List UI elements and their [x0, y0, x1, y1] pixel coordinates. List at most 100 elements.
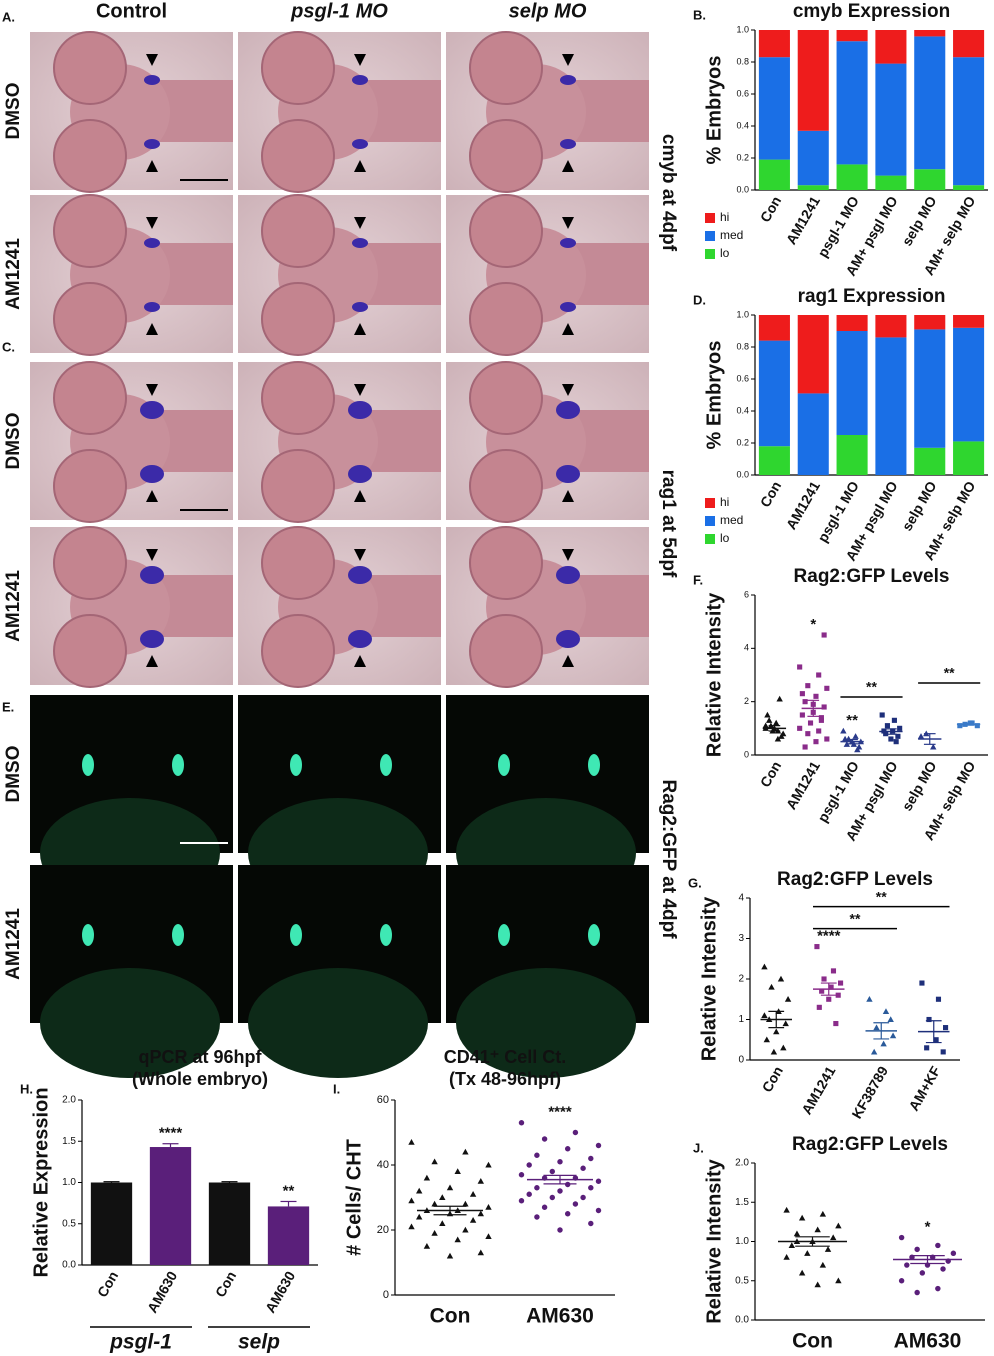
y-axis-label: Relative Intensity [703, 592, 725, 757]
bar-segment [758, 446, 790, 475]
data-point [821, 976, 827, 982]
stain [140, 401, 164, 419]
data-point [824, 685, 830, 691]
y-tick-label: 1 [738, 1014, 744, 1025]
data-point [833, 1020, 839, 1027]
arrowhead [354, 160, 366, 172]
stain [348, 566, 372, 584]
group-label: psgl-1 [109, 1331, 172, 1354]
data-point [828, 984, 834, 990]
arrowhead [562, 549, 574, 561]
data-point [549, 1168, 556, 1175]
y-axis-label: Relative Intensity [698, 896, 720, 1061]
gfp-spot [290, 924, 302, 946]
row-label: AM1241 [3, 238, 24, 310]
data-point [917, 733, 925, 739]
y-tick-label: 0.0 [735, 1315, 749, 1326]
column-header: selp MO [509, 0, 587, 22]
data-point [830, 968, 837, 974]
y-tick-label: 0.2 [736, 437, 749, 447]
data-point [778, 733, 785, 739]
arrowhead [562, 217, 574, 229]
stain [352, 302, 368, 312]
bar-segment [758, 315, 790, 341]
x-tick-label: selp MO [898, 758, 939, 813]
legend-label: hi [720, 495, 729, 509]
data-point [770, 1048, 778, 1055]
arrowhead [562, 655, 574, 667]
data-point [830, 1234, 837, 1241]
data-point [541, 1204, 548, 1210]
data-point [898, 1278, 905, 1284]
data-point [802, 699, 808, 705]
data-point [821, 632, 827, 638]
bar-segment [914, 329, 946, 448]
eye [469, 526, 543, 600]
data-point [534, 1152, 540, 1158]
bar-segment [758, 159, 790, 190]
data-point [799, 691, 805, 697]
bar-segment [875, 337, 907, 475]
data-point [930, 743, 937, 750]
chart-subtitle: (Tx 48-96hpf) [449, 1069, 561, 1089]
arrowhead [562, 384, 574, 396]
data-point [933, 1037, 939, 1043]
data-point [870, 1048, 878, 1055]
eye [261, 526, 335, 600]
bar-segment [914, 36, 946, 170]
eye [469, 361, 543, 435]
data-point [408, 1223, 415, 1230]
bar [208, 1182, 251, 1265]
data-point [835, 1222, 842, 1229]
y-tick-label: 0.4 [736, 120, 749, 130]
data-point [462, 1200, 469, 1207]
data-point [439, 1220, 446, 1227]
y-tick-label: 0 [383, 1289, 389, 1301]
stain [560, 75, 576, 85]
bar-segment [875, 30, 907, 64]
stain [556, 465, 580, 483]
significance: ** [283, 1182, 295, 1199]
arrowhead [354, 217, 366, 229]
data-point [446, 1184, 454, 1191]
group-label: selp [238, 1331, 280, 1354]
arrowhead [146, 490, 158, 502]
data-point [919, 1270, 926, 1276]
x-tick-label: Con [757, 193, 784, 225]
gfp-spot [498, 924, 510, 946]
data-point [943, 1025, 949, 1031]
data-point [835, 992, 841, 998]
data-point [446, 1252, 454, 1259]
data-point [454, 1168, 461, 1175]
data-point [595, 1207, 602, 1214]
data-point [840, 727, 847, 734]
eye [261, 361, 335, 435]
eye [469, 449, 543, 523]
x-tick-label: Con [757, 478, 784, 510]
data-point [595, 1178, 602, 1184]
arrowhead [354, 54, 366, 66]
x-tick-label: AM+KF [905, 1063, 943, 1113]
panel-label: B. [693, 7, 706, 22]
data-point [431, 1200, 438, 1207]
data-point [777, 975, 785, 982]
eye [261, 449, 335, 523]
row-label: DMSO [3, 413, 24, 470]
row-label: DMSO [3, 746, 24, 803]
data-point [534, 1214, 540, 1220]
data-point [564, 1211, 571, 1217]
data-point [884, 723, 890, 729]
data-point [887, 1016, 894, 1023]
bar-segment [836, 435, 868, 475]
gfp-spot [290, 754, 302, 776]
y-tick-label: 40 [377, 1159, 389, 1171]
bar-segment [875, 315, 907, 338]
data-point [549, 1194, 556, 1201]
arrowhead [354, 323, 366, 335]
bar-segment [797, 393, 829, 475]
bar-segment [836, 315, 868, 331]
bar-segment [953, 315, 985, 328]
y-tick-label: 0.6 [736, 88, 749, 98]
data-point [818, 717, 824, 723]
data-point [588, 1220, 594, 1227]
